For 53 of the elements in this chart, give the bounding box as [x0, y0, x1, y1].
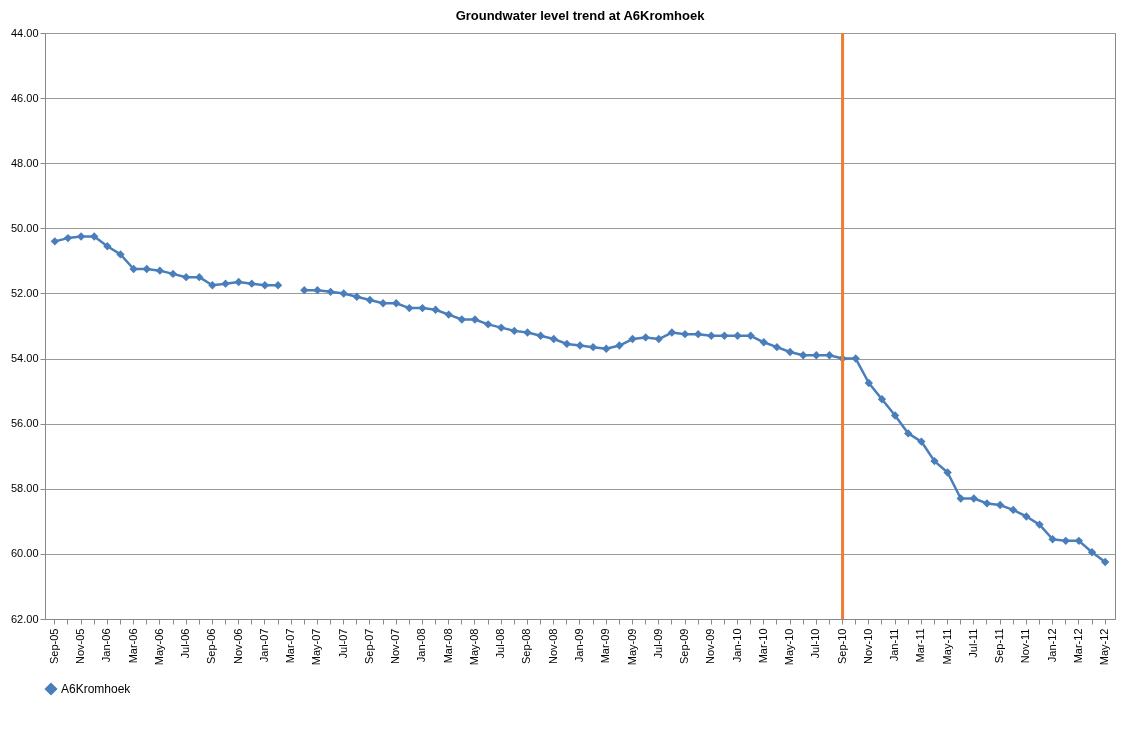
x-tick-label: Jan-10 [730, 628, 743, 663]
x-tick-label: May-08 [467, 628, 480, 666]
x-tick-label: Sep-06 [205, 628, 218, 664]
x-tick-label: Jan-06 [100, 628, 113, 663]
x-tick-label: Jul-07 [336, 628, 349, 659]
x-tick-label: Jul-09 [651, 628, 664, 659]
y-tick-label: 56.00 [10, 417, 39, 430]
x-tick-label: Jul-11 [966, 628, 979, 658]
x-tick-label: May-12 [1098, 628, 1111, 666]
x-tick-label: Nov-09 [704, 628, 717, 664]
x-tick-label: Mar-06 [126, 628, 139, 664]
y-tick-label: 50.00 [10, 221, 39, 234]
x-tick-label: Jul-10 [809, 628, 822, 659]
x-tick-label: Jul-06 [179, 628, 192, 659]
y-tick-label: 46.00 [10, 91, 39, 104]
x-tick-label: Nov-10 [861, 628, 874, 664]
x-tick-label: Sep-09 [678, 628, 691, 664]
x-tick-label: May-10 [783, 628, 796, 666]
y-tick-label: 48.00 [10, 156, 39, 169]
y-tick-label: 54.00 [10, 352, 39, 365]
x-tick-label: Sep-10 [835, 628, 848, 664]
x-tick-label: Jan-07 [257, 628, 270, 663]
x-tick-label: Sep-05 [47, 628, 60, 664]
y-tick-label: 52.00 [10, 286, 39, 299]
y-tick-label: 44.00 [10, 26, 39, 39]
x-tick-label: Mar-08 [441, 628, 454, 664]
x-tick-label: Sep-08 [520, 628, 533, 664]
x-tick-label: Nov-08 [546, 628, 559, 664]
x-tick-label: Mar-09 [599, 628, 612, 664]
x-tick-label: May-07 [310, 628, 323, 666]
x-tick-label: Sep-07 [362, 628, 375, 664]
x-tick-label: Jan-09 [573, 628, 585, 663]
y-tick-label: 62.00 [10, 612, 39, 625]
x-tick-label: May-06 [152, 628, 165, 666]
x-tick-label: Mar-10 [756, 628, 769, 664]
x-tick-label: Nov-06 [231, 628, 244, 664]
x-tick-label: Mar-07 [284, 628, 297, 664]
legend-label: A6Kromhoek [61, 682, 132, 696]
x-tick-label: Mar-12 [1071, 628, 1084, 664]
y-tick-label: 60.00 [10, 547, 39, 560]
y-tick-label: 58.00 [10, 482, 39, 495]
x-tick-label: Sep-11 [993, 628, 1006, 664]
x-tick-label: Jan-12 [1045, 628, 1058, 663]
x-tick-label: Mar-11 [914, 628, 927, 663]
chart-title: Groundwater level trend at A6Kromhoek [455, 8, 706, 23]
x-tick-label: Nov-11 [1019, 628, 1032, 664]
x-tick-label: Jul-08 [494, 628, 507, 659]
x-tick-label: Nov-07 [389, 628, 402, 664]
x-tick-label: Jan-11 [888, 628, 901, 662]
x-tick-label: Nov-05 [74, 628, 87, 664]
x-tick-label: May-11 [940, 628, 953, 665]
x-tick-label: May-09 [625, 628, 638, 666]
x-tick-label: Jan-08 [415, 628, 428, 663]
